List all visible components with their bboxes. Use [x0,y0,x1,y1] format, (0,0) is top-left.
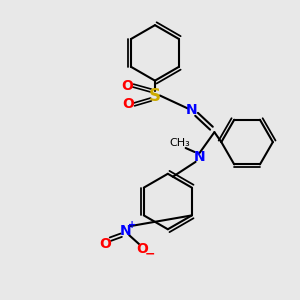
Text: −: − [145,248,155,260]
Text: N: N [186,103,197,117]
Text: N: N [119,224,131,238]
Text: N: N [194,150,205,164]
Text: O: O [136,242,148,256]
Text: O: O [100,237,111,251]
Text: +: + [128,220,136,230]
Text: O: O [122,98,134,111]
Text: CH₃: CH₃ [169,138,190,148]
Text: O: O [121,79,133,93]
Text: S: S [149,86,161,104]
